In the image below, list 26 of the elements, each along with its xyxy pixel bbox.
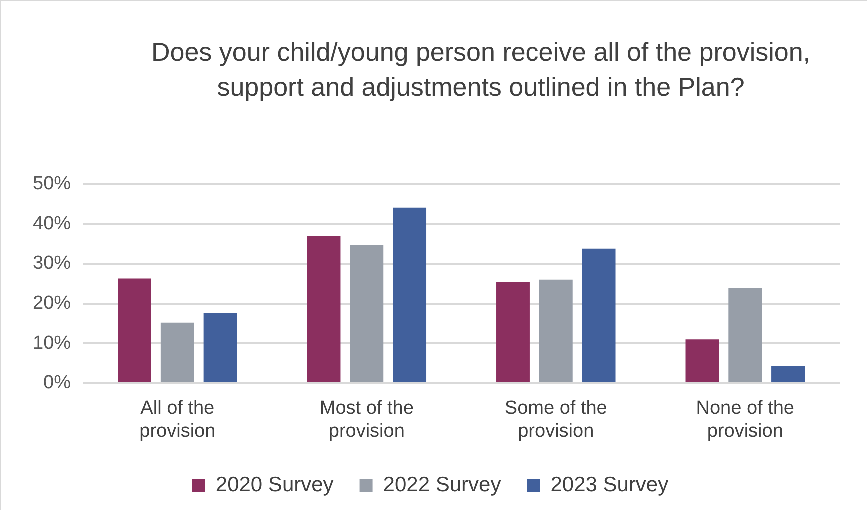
bar [307, 236, 341, 382]
x-tick-label: None of the provision [696, 398, 795, 442]
x-tick-label: Some of the provision [504, 398, 608, 442]
chart-title: Does your child/young person receive all of the provision, support and adjustments outlined in the Plan? [150, 36, 812, 104]
y-tick-label: 40% [32, 213, 72, 234]
bar [772, 366, 806, 382]
y-tick-label: 0% [44, 372, 72, 394]
x-tick-label: Most of the provision [320, 398, 414, 442]
legend-label: 2022 Survey [383, 473, 502, 496]
bar [350, 245, 384, 382]
bar [728, 288, 762, 382]
y-tick-label: 20% [32, 293, 72, 314]
y-tick-label: 50% [32, 174, 72, 195]
legend-label: 2023 Survey [550, 473, 670, 496]
bar [160, 322, 194, 382]
x-tick-label: All of the provision [140, 398, 216, 442]
y-tick-label: 10% [32, 332, 72, 354]
y-tick-label: 30% [32, 253, 72, 274]
bar [496, 282, 530, 382]
bar [204, 313, 238, 382]
legend-label: 2020 Survey [216, 473, 334, 496]
bar [686, 340, 720, 382]
bar [118, 278, 152, 382]
bar [582, 248, 616, 382]
bar [393, 208, 427, 382]
bar [539, 280, 573, 382]
